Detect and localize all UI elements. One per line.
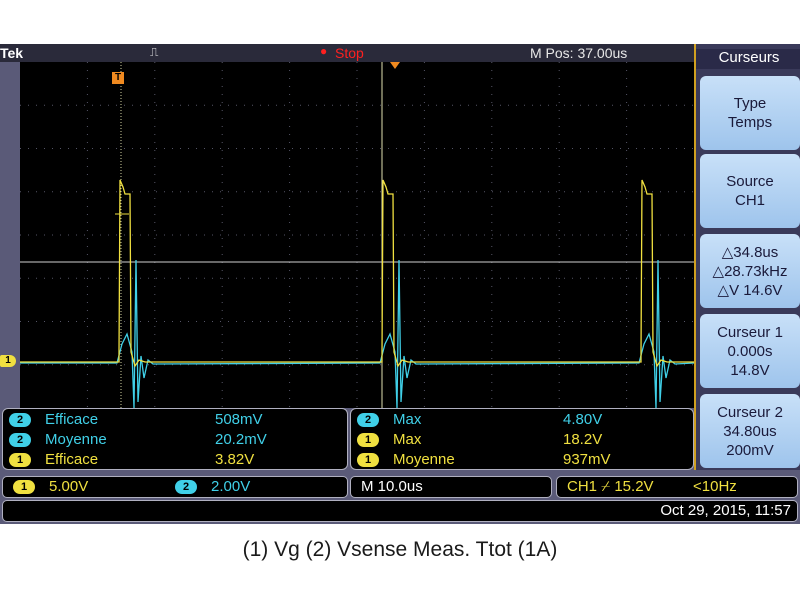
graticule: T	[20, 62, 694, 408]
measurement-value: 937mV	[563, 451, 611, 468]
measurement-row: 2 Moyenne 20.2mV	[9, 431, 339, 450]
trigger-position-icon	[390, 62, 400, 69]
ch1-badge: 1	[13, 480, 35, 494]
button-line: Type	[733, 95, 767, 112]
ch2-badge: 2	[175, 480, 197, 494]
measurement-row: 1 Efficace 3.82V	[9, 451, 339, 470]
button-line: Curseur 1	[717, 323, 783, 341]
trigger-readout[interactable]: CH1 ⌿ 15.2V <10Hz	[556, 476, 798, 498]
button-line: 14.8V	[730, 361, 770, 379]
channel-scale-bar[interactable]: 1 5.00V 2 2.00V	[2, 476, 348, 498]
measurement-row: 2 Max 4.80V	[357, 411, 687, 430]
datetime: Oct 29, 2015, 11:57	[660, 502, 791, 519]
trigger-type-icon: ⎍	[150, 45, 159, 59]
waveform-display	[20, 62, 694, 408]
measurement-name: Efficace	[45, 451, 99, 468]
channel-badge: 2	[357, 413, 379, 427]
channel-badge: 1	[357, 433, 379, 447]
horizontal-position: M Pos: 37.00us	[530, 45, 628, 61]
measurement-row: 2 Efficace 508mV	[9, 411, 339, 430]
timebase-value: M 10.0us	[361, 478, 423, 495]
channel-badge: 1	[9, 453, 31, 467]
oscilloscope-screen: Tek ⎍ ● Stop M Pos: 37.00us T 1 Curseurs…	[0, 44, 800, 524]
measurement-name: Moyenne	[393, 451, 455, 468]
ch1-scale: 5.00V	[49, 478, 89, 495]
button-line: 200mV	[726, 441, 774, 459]
menu-title: Curseurs	[696, 49, 800, 69]
button-line: 0.000s	[727, 342, 773, 360]
acquisition-status-icon: ●	[320, 44, 328, 58]
figure-caption: (1) Vg (2) Vsense Meas. Ttot (1A)	[242, 538, 558, 561]
button-line: △V 14.6V	[717, 281, 783, 299]
button-line: △34.8us	[721, 243, 779, 261]
measurement-name: Max	[393, 411, 422, 428]
ch1-trace	[20, 179, 694, 368]
ch2-scale: 2.00V	[211, 478, 251, 495]
measurement-name: Max	[393, 431, 422, 448]
measurement-name: Efficace	[45, 411, 99, 428]
button-line: CH1	[734, 192, 765, 209]
top-status-bar: Tek ⎍ ● Stop M Pos: 37.00us	[0, 44, 694, 62]
trigger-frequency: <10Hz	[693, 478, 737, 495]
cursor-source-button[interactable]: Source CH1	[700, 154, 800, 228]
grid	[20, 62, 694, 408]
acquisition-status: Stop	[335, 45, 364, 61]
button-line: Curseur 2	[717, 403, 783, 421]
button-line: Temps	[727, 114, 773, 131]
channel-badge: 2	[9, 413, 31, 427]
measurement-panel-left: 2 Efficace 508mV 2 Moyenne 20.2mV 1 Effi…	[2, 408, 348, 470]
measurement-value: 508mV	[215, 411, 263, 428]
measurement-panel-right: 2 Max 4.80V 1 Max 18.2V 1 Moyenne 937mV	[350, 408, 694, 470]
measurement-value: 4.80V	[563, 411, 603, 428]
brand-label: Tek	[0, 45, 24, 61]
cursor-type-button[interactable]: Type Temps	[700, 76, 800, 150]
button-line: 34.80us	[723, 422, 777, 440]
measurement-value: 3.82V	[215, 451, 255, 468]
ch2-trace	[20, 259, 694, 408]
measurement-value: 20.2mV	[215, 431, 267, 448]
channel-badge: 2	[9, 433, 31, 447]
measurement-value: 18.2V	[563, 431, 603, 448]
ch1-ground-marker[interactable]: 1	[0, 355, 16, 367]
side-menu: Curseurs Type Temps Source CH1 △34.8us △…	[694, 44, 800, 470]
channel-badge: 1	[357, 453, 379, 467]
cursor-2-button[interactable]: Curseur 2 34.80us 200mV	[700, 394, 800, 468]
measurement-row: 1 Moyenne 937mV	[357, 451, 687, 470]
button-line: Source	[726, 173, 774, 190]
cursor-1-button[interactable]: Curseur 1 0.000s 14.8V	[700, 314, 800, 388]
timebase-readout[interactable]: M 10.0us	[350, 476, 552, 498]
measurement-name: Moyenne	[45, 431, 107, 448]
datetime-bar: Oct 29, 2015, 11:57	[2, 500, 798, 522]
cursor-1-marker[interactable]: T	[112, 72, 124, 84]
cursor-delta-readout[interactable]: △34.8us △28.73kHz △V 14.6V	[700, 234, 800, 308]
button-line: △28.73kHz	[712, 262, 788, 280]
trigger-level: CH1 ⌿ 15.2V	[567, 478, 654, 495]
measurement-row: 1 Max 18.2V	[357, 431, 687, 450]
